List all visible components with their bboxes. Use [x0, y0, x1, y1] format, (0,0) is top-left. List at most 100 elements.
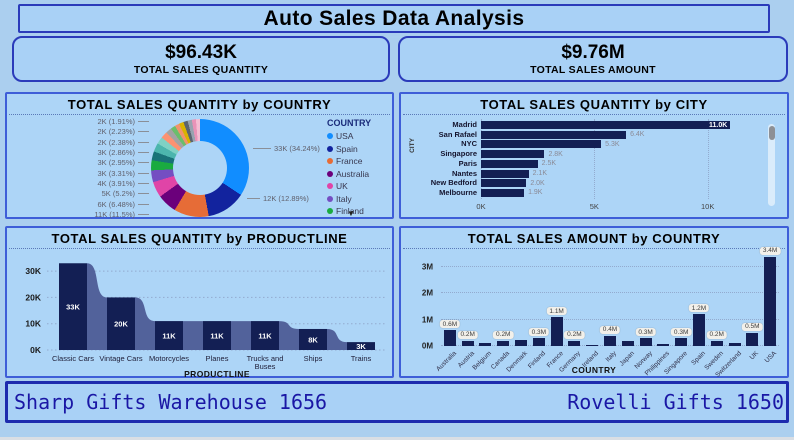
legend-color-dot [327, 183, 333, 190]
legend-color-dot [327, 145, 333, 152]
city-bar-row: 1.9K [481, 188, 753, 197]
bar-value-label: 1.9K [528, 189, 543, 197]
bar-philippines[interactable] [657, 343, 670, 346]
bar-paris[interactable] [481, 159, 538, 168]
bar-japan[interactable] [621, 341, 634, 346]
bar-usa[interactable] [764, 256, 777, 346]
divider [403, 114, 785, 115]
donut-callout: 2K (1.91%) [97, 117, 149, 126]
bar-canada[interactable] [497, 340, 510, 346]
x-axis-label: Motorcycles [149, 354, 189, 363]
y-axis-tick: 20K [25, 292, 41, 302]
bar-denmark[interactable] [515, 339, 528, 346]
bar-italy[interactable] [604, 335, 616, 346]
bar-uk[interactable] [746, 332, 759, 346]
bar-australia[interactable] [443, 330, 456, 346]
bar-france[interactable] [550, 317, 563, 346]
x-axis-label: Classic Cars [52, 354, 94, 363]
country-bar-plot: 0.6M Australia 0.2M Austria Belgium 0.2M Canad… [435, 246, 781, 379]
ticker-text-left: Sharp Gifts Warehouse 1656 [14, 390, 328, 414]
bar-value-label: 3.4M [759, 246, 781, 255]
productline-ribbon-chart[interactable]: 0K 10K 20K 30K 33K Classic Cars 20K Vintage Car… [7, 251, 392, 378]
divider [403, 248, 785, 249]
legend-label: France [336, 156, 363, 167]
bar-trains[interactable] [347, 342, 375, 350]
y-axis-tick: 1M [421, 315, 433, 325]
bar-madrid[interactable]: 11.0K [481, 121, 731, 129]
bar-value-label: 0.3M [670, 328, 692, 337]
leader-line [138, 182, 149, 184]
x-axis-label: Ships [304, 354, 323, 363]
bar-new-bedford[interactable] [481, 179, 527, 188]
kpi-value: $96.43K [165, 42, 237, 63]
legend-item[interactable]: USA [327, 130, 393, 143]
bar-ships[interactable] [299, 328, 327, 350]
bar-value-label: 0.3M [528, 328, 550, 337]
city-axis-label: Paris [458, 158, 477, 168]
legend-item[interactable]: Finland [327, 205, 393, 218]
city-axis-label: Nantes [451, 168, 477, 178]
bar-vintage-cars[interactable] [107, 297, 135, 350]
legend-item[interactable]: UK [327, 180, 393, 193]
donut-callout: 4K (3.91%) [97, 179, 149, 188]
leader-line [138, 141, 149, 143]
bar-classic-cars[interactable] [59, 263, 87, 350]
legend-item[interactable]: Italy [327, 193, 393, 206]
legend-label: Spain [336, 143, 358, 154]
gridline [707, 119, 709, 199]
chevron-down-icon[interactable]: ▼ [347, 209, 355, 218]
donut-callout: 3K (2.86%) [97, 148, 149, 157]
donut-chart[interactable] [151, 119, 249, 217]
bar-spain[interactable] [692, 314, 705, 346]
bar-nantes[interactable] [481, 169, 529, 178]
city-bar-plot: 11.0K 6.4K 5.3K 2.8K 2.5K 2.1K 2.0K 1.9K [481, 119, 753, 199]
leader-line [138, 172, 149, 174]
ribbon-connector [135, 297, 155, 350]
bar-ireland[interactable] [586, 344, 599, 346]
legend-item[interactable]: France [327, 155, 393, 168]
bar-value-label: 0.2M [493, 330, 514, 339]
bar-norway[interactable] [639, 338, 652, 346]
bar-value-label: 0.2M [457, 330, 478, 339]
donut-hole [173, 141, 227, 195]
bar-finland[interactable] [532, 338, 545, 346]
bar-singapore[interactable] [675, 338, 688, 346]
city-bar-row: 2.5K [481, 159, 753, 168]
bar-sweden[interactable] [710, 340, 723, 346]
x-axis-ticks: 0K 5K 10K [476, 202, 753, 212]
bar-value-label: 0.2M [564, 330, 585, 339]
kpi-card-total-sales-quantity: $96.43K TOTAL SALES QUANTITY [12, 36, 390, 82]
bar-planes[interactable] [203, 321, 231, 350]
legend-item[interactable]: Australia [327, 168, 393, 181]
gridline [441, 292, 779, 294]
city-axis-labels: Madrid San Rafael NYC Singapore Paris Nantes N… [401, 121, 477, 197]
bar-switzerland[interactable] [728, 343, 741, 346]
gridline [441, 266, 779, 268]
bar-value-label: 2.8K [548, 150, 563, 158]
bar-trucks-and-buses[interactable] [251, 321, 279, 350]
bar-austria[interactable] [461, 340, 474, 346]
legend-item[interactable]: Spain [327, 143, 393, 156]
city-axis-label: San Rafael [438, 129, 477, 139]
donut-callout: 3K (2.95%) [97, 158, 149, 167]
chart-title: TOTAL SALES AMOUNT by COUNTRY [467, 231, 721, 246]
scrollbar-thumb[interactable] [768, 126, 775, 140]
bar-motorcycles[interactable] [155, 321, 183, 350]
bar-value-label: 11K [210, 332, 224, 341]
bar-nyc[interactable] [481, 140, 602, 149]
donut-callout: 2K (2.38%) [97, 138, 149, 147]
bar-germany[interactable] [568, 340, 581, 346]
panel-quantity-by-city: TOTAL SALES QUANTITY by CITY CITY Madrid… [399, 92, 789, 219]
ribbon-connector [183, 321, 203, 350]
bar-san-rafael[interactable] [481, 130, 627, 139]
ribbon-connector [327, 328, 347, 350]
legend-label: Australia [336, 168, 370, 179]
leader-line [138, 203, 149, 205]
x-axis-label: USA [763, 350, 779, 365]
bar-melbourne[interactable] [481, 188, 525, 197]
scrollbar[interactable] [768, 124, 775, 206]
bar-belgium[interactable] [479, 343, 492, 346]
bar-singapore[interactable] [481, 150, 545, 159]
y-axis-tick: 30K [25, 266, 41, 276]
y-axis-tick: 0M [421, 341, 433, 351]
